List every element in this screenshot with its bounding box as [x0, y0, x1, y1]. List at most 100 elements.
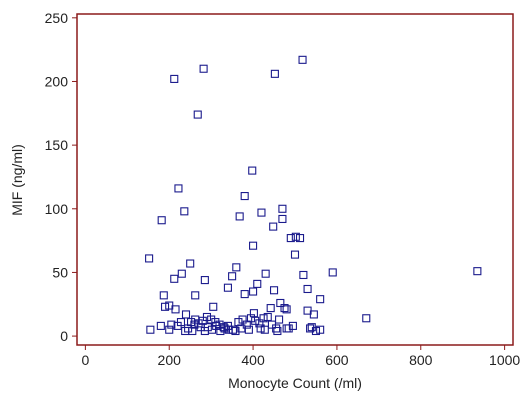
- data-point: [311, 326, 321, 336]
- data-point: [298, 55, 307, 64]
- data-point: [256, 324, 265, 333]
- data-point: [212, 321, 221, 330]
- data-point: [220, 324, 229, 333]
- data-point: [276, 298, 285, 308]
- y-tick-label: 150: [45, 137, 69, 153]
- data-point: [259, 314, 268, 323]
- y-tick-label: 0: [60, 328, 68, 344]
- data-point: [275, 315, 284, 324]
- data-point: [146, 325, 155, 334]
- data-point: [328, 268, 337, 277]
- data-point: [291, 232, 300, 241]
- data-point: [270, 69, 279, 78]
- data-point: [145, 254, 154, 263]
- data-point: [160, 302, 170, 311]
- y-axis: 0 50 100 150 200 250: [45, 10, 77, 344]
- data-point: [244, 325, 253, 334]
- data-point: [240, 192, 249, 201]
- data-point: [261, 269, 270, 278]
- data-point: [199, 64, 208, 73]
- data-point: [280, 304, 289, 313]
- y-tick-label: 200: [45, 73, 69, 89]
- data-point: [290, 250, 300, 259]
- data-point: [251, 316, 260, 325]
- data-point: [231, 326, 240, 336]
- data-point: [278, 214, 287, 224]
- data-point: [177, 269, 186, 278]
- data-point: [171, 305, 180, 314]
- data-point: [282, 324, 291, 333]
- data-point: [240, 290, 249, 299]
- data-point: [170, 274, 179, 283]
- x-tick-label: 0: [81, 352, 89, 368]
- data-point: [228, 325, 238, 334]
- data-point: [266, 304, 275, 313]
- data-point: [316, 295, 325, 304]
- data-point: [170, 74, 179, 83]
- data-point: [234, 318, 243, 327]
- data-point: [180, 207, 189, 216]
- data-point: [157, 216, 166, 225]
- data-point: [167, 320, 176, 329]
- x-tick-label: 600: [325, 352, 349, 368]
- data-point: [284, 324, 293, 333]
- data-point: [288, 321, 297, 330]
- y-tick-label: 100: [45, 201, 69, 217]
- y-tick-label: 50: [52, 264, 68, 280]
- x-tick-label: 800: [409, 352, 433, 368]
- data-point: [159, 291, 168, 300]
- data-point: [249, 309, 258, 318]
- data-point: [203, 323, 212, 332]
- data-point: [188, 326, 197, 336]
- data-point: [286, 234, 295, 243]
- y-axis-title: MIF (ng/ml): [9, 144, 25, 216]
- data-point: [362, 314, 371, 323]
- data-point: [209, 302, 218, 311]
- data-point: [295, 234, 305, 243]
- data-point: [316, 325, 325, 334]
- x-axis-title: Monocyte Count (/ml): [228, 375, 362, 391]
- data-point: [278, 204, 287, 213]
- data-point: [193, 110, 202, 119]
- data-point: [165, 325, 174, 334]
- data-point: [282, 305, 291, 314]
- data-points: [145, 55, 482, 336]
- data-point: [223, 283, 232, 292]
- data-point: [181, 310, 191, 319]
- data-point: [228, 272, 237, 281]
- data-point: [238, 315, 247, 324]
- data-point: [246, 314, 256, 323]
- plot-frame: [76, 13, 514, 346]
- data-point: [202, 312, 212, 322]
- data-point: [273, 326, 282, 336]
- data-point: [191, 291, 200, 300]
- data-point: [303, 306, 312, 315]
- data-point: [235, 212, 244, 221]
- data-point: [216, 326, 225, 336]
- x-tick-label: 200: [158, 352, 182, 368]
- data-point: [207, 315, 216, 324]
- data-point: [176, 318, 186, 327]
- x-axis: 0 200 400 600 800 1000: [81, 345, 520, 368]
- data-point: [248, 166, 257, 175]
- data-point: [232, 263, 241, 272]
- data-point: [200, 276, 209, 285]
- data-point: [249, 287, 258, 296]
- x-tick-label: 1000: [489, 352, 520, 368]
- y-tick-label: 250: [45, 10, 69, 26]
- data-point: [249, 241, 258, 250]
- data-point: [174, 184, 183, 193]
- data-point: [306, 324, 315, 333]
- data-point: [272, 324, 281, 333]
- data-point: [269, 222, 278, 231]
- data-point: [263, 312, 272, 322]
- data-point: [156, 321, 165, 330]
- data-point: [253, 279, 262, 288]
- data-point: [269, 286, 279, 295]
- data-point: [257, 208, 266, 217]
- data-point: [255, 319, 264, 328]
- data-point: [181, 326, 190, 336]
- data-point: [303, 284, 312, 294]
- data-point: [473, 267, 482, 276]
